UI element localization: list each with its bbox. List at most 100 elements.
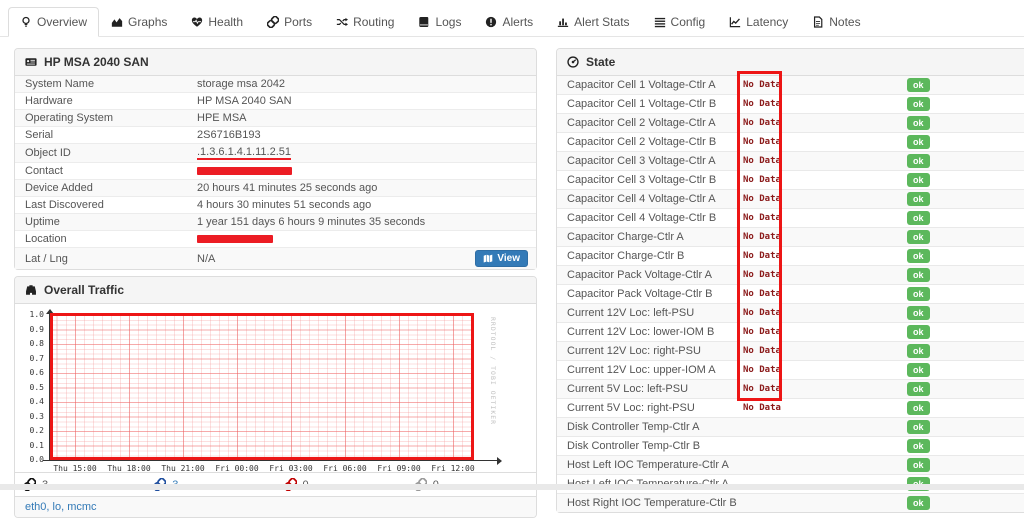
overall-traffic-header: Overall Traffic xyxy=(15,277,536,304)
state-row[interactable]: Host Left IOC Temperature-Ctlr A ok xyxy=(557,455,1024,474)
tab-ports[interactable]: Ports xyxy=(255,7,324,37)
tab-alerts[interactable]: Alerts xyxy=(473,7,545,37)
state-row[interactable]: Disk Controller Temp-Ctlr A ok xyxy=(557,417,1024,436)
status-badge: ok xyxy=(907,230,930,244)
status-badge: ok xyxy=(907,496,930,510)
view-button-label: View xyxy=(497,253,520,264)
sensor-label: Capacitor Pack Voltage-Ctlr A xyxy=(567,269,712,281)
sensor-label: Current 12V Loc: lower-IOM B xyxy=(567,326,715,338)
row-label: Serial xyxy=(25,129,54,141)
sensor-value: No Data xyxy=(743,251,781,261)
state-row[interactable]: Current 12V Loc: left-PSU No Data ok xyxy=(557,303,1024,322)
tab-label: Alert Stats xyxy=(574,15,630,29)
sensor-label: Capacitor Charge-Ctlr A xyxy=(567,231,684,243)
state-row[interactable]: Capacitor Pack Voltage-Ctlr B No Data ok xyxy=(557,284,1024,303)
y-axis-tick: 0.5 xyxy=(29,382,44,392)
state-row[interactable]: Current 12V Loc: upper-IOM A No Data ok xyxy=(557,360,1024,379)
redaction-bar xyxy=(197,235,273,243)
book-icon xyxy=(418,16,430,28)
state-row[interactable]: Capacitor Cell 2 Voltage-Ctlr A No Data … xyxy=(557,113,1024,132)
sensor-label: Capacitor Cell 2 Voltage-Ctlr B xyxy=(567,136,717,148)
state-row[interactable]: Current 5V Loc: left-PSU No Data ok xyxy=(557,379,1024,398)
state-row[interactable]: Capacitor Cell 1 Voltage-Ctlr B No Data … xyxy=(557,94,1024,113)
tab-notes[interactable]: Notes xyxy=(800,7,872,37)
row-label: Operating System xyxy=(25,112,114,124)
y-axis-tick: 0.7 xyxy=(29,353,44,363)
row-label: Last Discovered xyxy=(25,199,104,211)
sensor-value: No Data xyxy=(743,137,781,147)
state-row[interactable]: Current 12V Loc: right-PSU No Data ok xyxy=(557,341,1024,360)
state-row[interactable]: Capacitor Cell 4 Voltage-Ctlr A No Data … xyxy=(557,189,1024,208)
tab-health[interactable]: Health xyxy=(179,7,255,37)
state-row[interactable]: Capacitor Cell 1 Voltage-Ctlr A No Data … xyxy=(557,76,1024,94)
tab-routing[interactable]: Routing xyxy=(324,7,406,37)
binoculars-icon xyxy=(25,284,37,296)
status-badge: ok xyxy=(907,268,930,282)
sensor-status-cell: ok xyxy=(907,344,1024,358)
sensor-label: Current 12V Loc: right-PSU xyxy=(567,345,701,357)
tab-alert-stats[interactable]: Alert Stats xyxy=(545,7,641,37)
row-value: 20 hours 41 minutes 25 seconds ago xyxy=(197,182,378,194)
status-badge: ok xyxy=(907,363,930,377)
row-label: Lat / Lng xyxy=(25,252,68,265)
status-badge: ok xyxy=(907,97,930,111)
sensor-status-cell: ok xyxy=(907,458,1024,472)
sensor-label: Host Left IOC Temperature-Ctlr A xyxy=(567,459,729,471)
status-badge: ok xyxy=(907,192,930,206)
status-badge: ok xyxy=(907,306,930,320)
overall-traffic-panel: Overall Traffic 1.0 0.9 0.8 0.7 0.6 0.5 … xyxy=(14,276,537,518)
state-row[interactable]: Capacitor Cell 2 Voltage-Ctlr B No Data … xyxy=(557,132,1024,151)
y-axis-tick: 1.0 xyxy=(29,310,44,319)
tab-config[interactable]: Config xyxy=(642,7,718,37)
sensor-value: No Data xyxy=(743,118,781,128)
status-badge: ok xyxy=(907,325,930,339)
sensor-status-cell: ok xyxy=(907,325,1024,339)
tab-latency[interactable]: Latency xyxy=(717,7,800,37)
row-label: Object ID xyxy=(25,147,71,159)
interfaces-link[interactable]: eth0, lo, mcmc xyxy=(15,496,536,517)
device-row-object-id: Object ID .1.3.6.1.4.1.11.2.51 xyxy=(15,143,536,162)
sensor-value: No Data xyxy=(743,327,781,337)
x-axis-tick: Fri 12:00 xyxy=(431,464,475,473)
tab-label: Notes xyxy=(829,15,861,29)
state-row[interactable]: Current 5V Loc: right-PSU No Data ok xyxy=(557,398,1024,417)
state-row[interactable]: Current 12V Loc: lower-IOM B No Data ok xyxy=(557,322,1024,341)
view-map-button[interactable]: View xyxy=(475,250,528,267)
state-row[interactable]: Capacitor Cell 3 Voltage-Ctlr B No Data … xyxy=(557,170,1024,189)
sensor-label: Capacitor Cell 2 Voltage-Ctlr A xyxy=(567,117,716,129)
y-axis-tick: 0.2 xyxy=(29,426,44,435)
traffic-rrd-graph[interactable]: 1.0 0.9 0.8 0.7 0.6 0.5 0.4 0.3 0.2 0.1 … xyxy=(15,304,536,473)
tab-logs[interactable]: Logs xyxy=(406,7,473,37)
sensor-status-cell: ok xyxy=(907,420,1024,434)
state-row[interactable]: Capacitor Charge-Ctlr A No Data ok xyxy=(557,227,1024,246)
row-value: storage msa 2042 xyxy=(197,78,286,90)
state-row[interactable]: Capacitor Pack Voltage-Ctlr A No Data ok xyxy=(557,265,1024,284)
device-row-last-discovered: Last Discovered 4 hours 30 minutes 51 se… xyxy=(15,196,536,213)
state-row[interactable]: Capacitor Cell 3 Voltage-Ctlr A No Data … xyxy=(557,151,1024,170)
x-axis-tick: Fri 03:00 xyxy=(269,464,313,473)
sensor-value: No Data xyxy=(743,232,781,242)
y-axis-tick: 0.0 xyxy=(29,455,44,464)
status-badge: ok xyxy=(907,458,930,472)
device-info-panel: HP MSA 2040 SAN System Name storage msa … xyxy=(14,48,537,270)
bar-chart-icon xyxy=(557,16,569,28)
sensor-label: Capacitor Cell 3 Voltage-Ctlr A xyxy=(567,155,716,167)
status-badge: ok xyxy=(907,135,930,149)
object-id-value: .1.3.6.1.4.1.11.2.51 xyxy=(197,146,291,160)
tab-overview[interactable]: Overview xyxy=(8,7,100,37)
x-axis-tick: Fri 09:00 xyxy=(377,464,421,473)
latlng-value: N/A xyxy=(197,252,216,265)
state-row[interactable]: Capacitor Charge-Ctlr B No Data ok xyxy=(557,246,1024,265)
y-axis-tick: 0.4 xyxy=(29,397,44,406)
state-row[interactable]: Host Right IOC Temperature-Ctlr B ok xyxy=(557,493,1024,512)
line-chart-icon xyxy=(729,16,741,28)
state-header: State xyxy=(557,49,1024,76)
sensor-label: Current 5V Loc: right-PSU xyxy=(567,402,695,414)
gauge-icon xyxy=(567,56,579,68)
state-row[interactable]: Capacitor Cell 4 Voltage-Ctlr B No Data … xyxy=(557,208,1024,227)
list-icon xyxy=(654,16,666,28)
tab-label: Ports xyxy=(284,15,313,29)
device-row-hardware: Hardware HP MSA 2040 SAN xyxy=(15,92,536,109)
tab-graphs[interactable]: Graphs xyxy=(99,7,179,37)
state-row[interactable]: Disk Controller Temp-Ctlr B ok xyxy=(557,436,1024,455)
